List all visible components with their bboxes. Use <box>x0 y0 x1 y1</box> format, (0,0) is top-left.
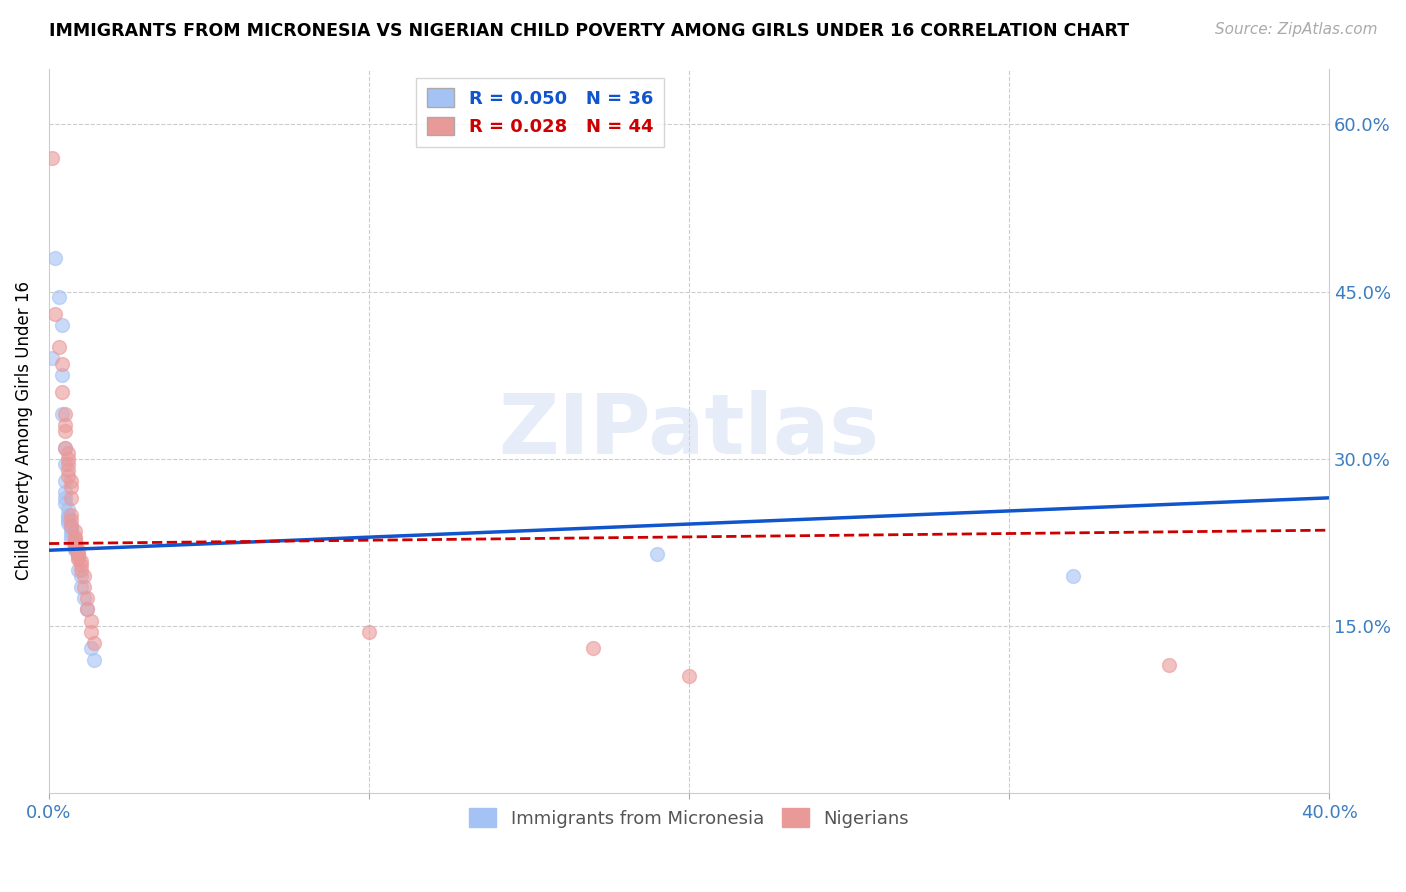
Point <box>56 502 79 516</box>
Point <box>53 441 76 455</box>
Point <box>53 424 76 438</box>
Point <box>357 624 380 639</box>
Point <box>60 518 83 533</box>
Point <box>66 547 89 561</box>
Point <box>60 474 83 488</box>
Point <box>56 463 79 477</box>
Point <box>70 569 93 583</box>
Point <box>53 441 76 455</box>
Point <box>53 485 76 500</box>
Point <box>79 641 101 656</box>
Point <box>63 535 86 549</box>
Point <box>645 547 668 561</box>
Point <box>56 451 79 466</box>
Point <box>41 151 63 165</box>
Point <box>70 563 93 577</box>
Point <box>53 418 76 433</box>
Point <box>60 508 83 522</box>
Point <box>56 509 79 524</box>
Legend: Immigrants from Micronesia, Nigerians: Immigrants from Micronesia, Nigerians <box>461 801 917 835</box>
Point <box>63 539 86 553</box>
Point <box>63 539 86 553</box>
Point <box>53 458 76 472</box>
Point <box>73 591 96 606</box>
Point <box>53 407 76 421</box>
Point <box>70 580 93 594</box>
Point <box>53 496 76 510</box>
Point <box>76 591 98 606</box>
Point <box>63 524 86 539</box>
Point <box>56 468 79 483</box>
Text: ZIPatlas: ZIPatlas <box>499 391 880 472</box>
Point <box>60 532 83 546</box>
Point <box>63 541 86 555</box>
Point <box>63 530 86 544</box>
Point <box>51 368 73 383</box>
Point <box>66 552 89 566</box>
Point <box>56 508 79 522</box>
Point <box>83 636 105 650</box>
Point <box>76 602 98 616</box>
Point <box>79 624 101 639</box>
Point <box>53 491 76 505</box>
Point <box>48 340 70 354</box>
Point <box>70 558 93 572</box>
Point <box>56 516 79 531</box>
Y-axis label: Child Poverty Among Girls Under 16: Child Poverty Among Girls Under 16 <box>15 282 32 581</box>
Point <box>63 541 86 555</box>
Point <box>1157 658 1180 673</box>
Text: IMMIGRANTS FROM MICRONESIA VS NIGERIAN CHILD POVERTY AMONG GIRLS UNDER 16 CORREL: IMMIGRANTS FROM MICRONESIA VS NIGERIAN C… <box>49 22 1129 40</box>
Point <box>51 384 73 399</box>
Point <box>53 474 76 488</box>
Point <box>76 602 98 616</box>
Point <box>56 513 79 527</box>
Point <box>73 569 96 583</box>
Point <box>66 543 89 558</box>
Point <box>60 491 83 505</box>
Point <box>51 318 73 332</box>
Point <box>51 407 73 421</box>
Point <box>66 549 89 564</box>
Point <box>63 543 86 558</box>
Point <box>60 527 83 541</box>
Point <box>60 518 83 533</box>
Point <box>56 458 79 472</box>
Point <box>56 446 79 460</box>
Point <box>44 251 66 265</box>
Point <box>63 532 86 546</box>
Point <box>83 652 105 666</box>
Point <box>678 669 700 683</box>
Point <box>60 480 83 494</box>
Point <box>66 563 89 577</box>
Point <box>66 547 89 561</box>
Point <box>79 614 101 628</box>
Point <box>60 513 83 527</box>
Point <box>60 521 83 535</box>
Point <box>73 580 96 594</box>
Point <box>63 535 86 549</box>
Point <box>60 524 83 539</box>
Point <box>70 554 93 568</box>
Point <box>582 641 605 656</box>
Point <box>48 290 70 304</box>
Text: Source: ZipAtlas.com: Source: ZipAtlas.com <box>1215 22 1378 37</box>
Point <box>51 357 73 371</box>
Point <box>41 351 63 366</box>
Point <box>44 307 66 321</box>
Point <box>1062 569 1084 583</box>
